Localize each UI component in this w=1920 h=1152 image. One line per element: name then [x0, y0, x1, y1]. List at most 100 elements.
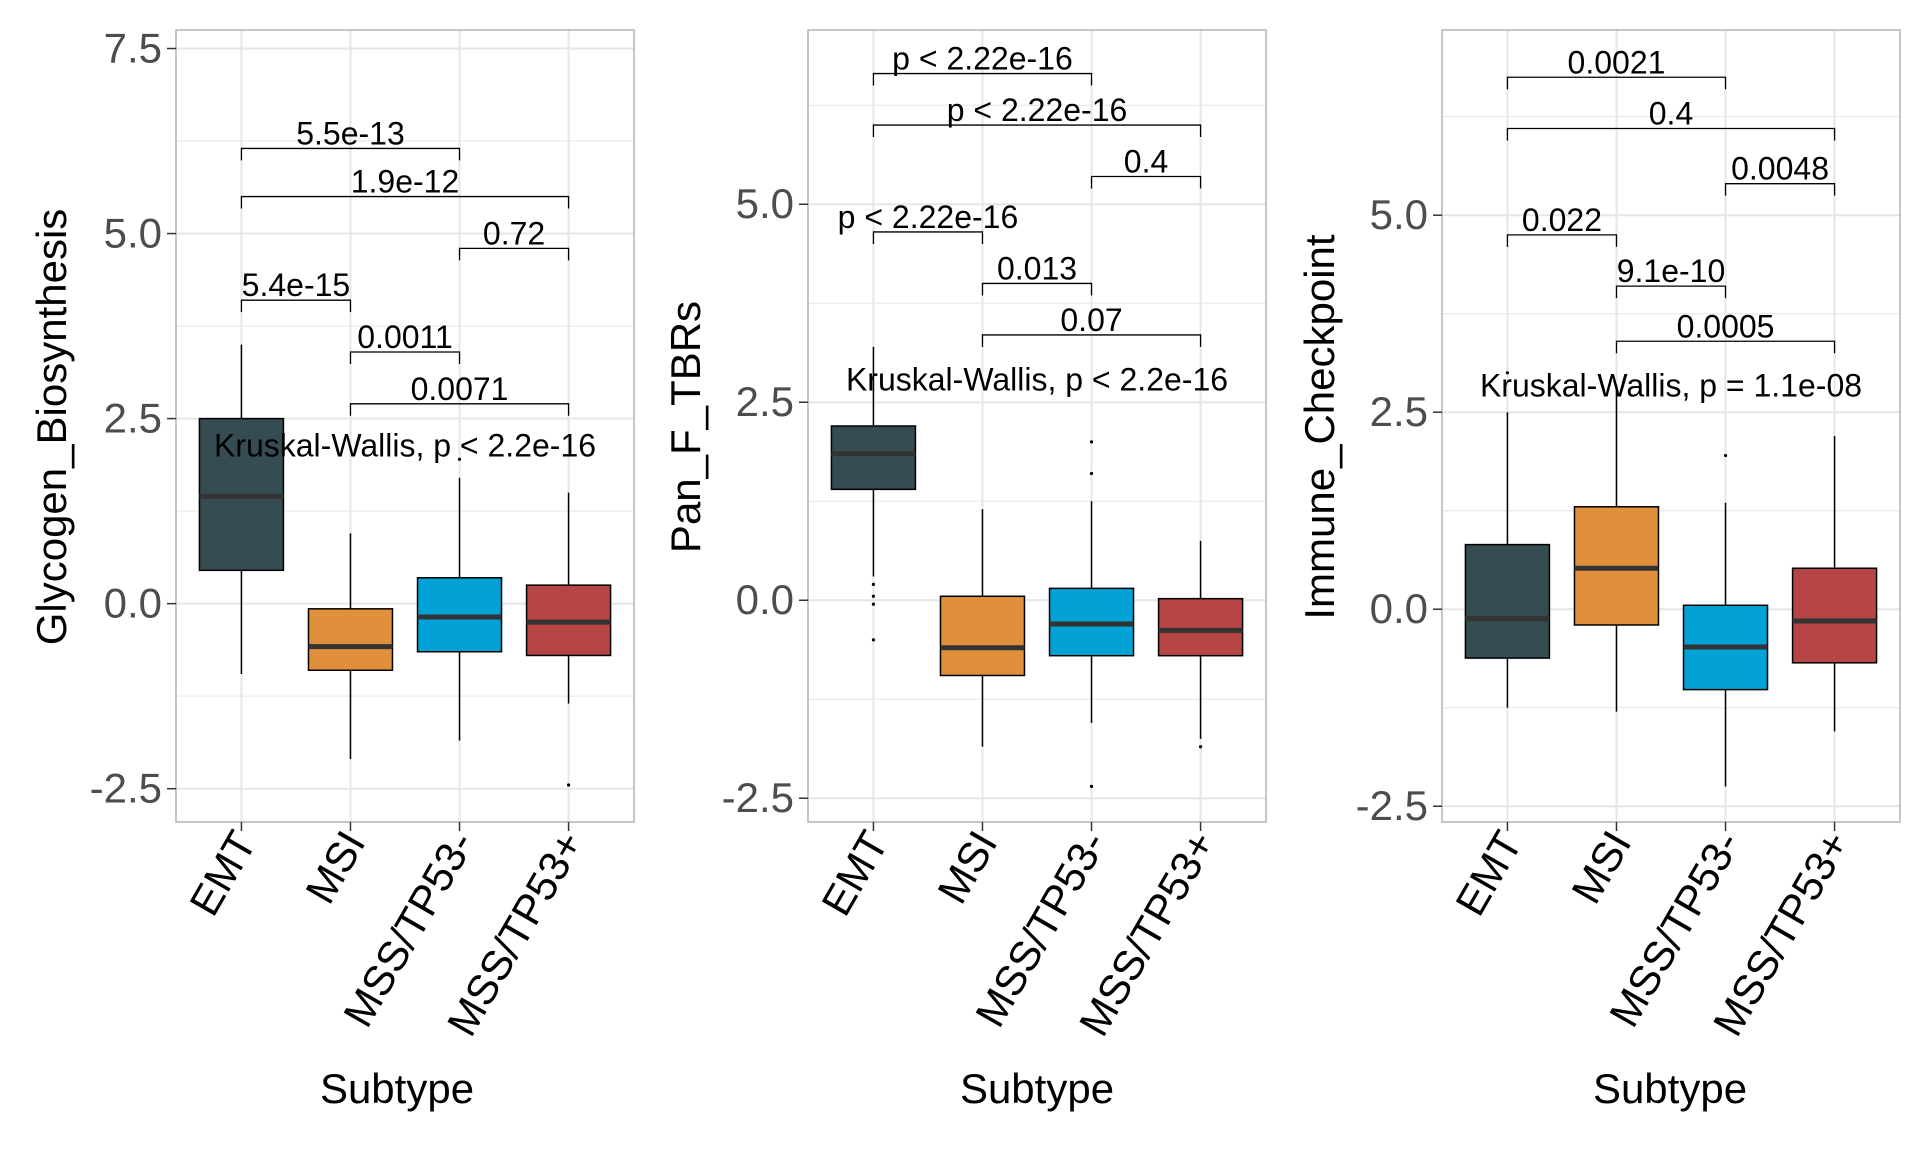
comparison-bracket: 9.1e-10 — [1615, 253, 1727, 299]
comparison-bracket: 0.0005 — [1615, 308, 1836, 354]
box-MSS/TP53+ — [1791, 435, 1878, 732]
y-tick-label: 0.0 — [736, 576, 794, 623]
bracket-line — [981, 282, 1093, 296]
box-MSS/TP53- — [416, 457, 503, 741]
box-MSI — [1573, 384, 1660, 712]
p-value-label: 0.0005 — [1677, 308, 1775, 344]
p-value-label: 0.0048 — [1731, 151, 1829, 187]
outlier-point — [871, 638, 876, 642]
bracket-line — [1615, 340, 1836, 354]
y-tick-label: 0.0 — [104, 580, 162, 627]
comparison-bracket: 0.4 — [1506, 96, 1836, 141]
bracket-line — [872, 72, 1093, 86]
comparison-bracket: 0.07 — [981, 302, 1202, 347]
x-axis-title: Subtype — [960, 1065, 1114, 1112]
p-value-label: 0.022 — [1522, 202, 1602, 238]
bracket-line — [1615, 285, 1727, 299]
outlier-point — [871, 594, 876, 598]
y-tick-label: 0.0 — [1370, 585, 1428, 632]
bracket-line — [1506, 76, 1727, 90]
outlier-point — [871, 582, 876, 587]
y-tick-label: -2.5 — [1356, 782, 1428, 829]
panels: 5.5e-13 1.9e-12 0.72 5.4e-150.0011 0.0071 Kru… — [28, 25, 1901, 1112]
panel-border — [175, 29, 635, 823]
outlier-point — [871, 602, 876, 606]
box-MSS/TP53- — [1682, 453, 1769, 787]
comparison-bracket: 5.5e-13 — [240, 115, 461, 161]
p-value-label: p < 2.22e-16 — [892, 41, 1073, 77]
box-body — [830, 425, 917, 491]
comparison-bracket: 0.0071 — [349, 371, 570, 416]
comparison-bracket: 0.013 — [981, 250, 1093, 296]
bracket-line — [981, 334, 1202, 347]
bracket-line — [349, 351, 461, 364]
panel-border — [1441, 29, 1901, 823]
p-value-label: p < 2.22e-16 — [838, 199, 1019, 235]
chart-panel-2: p < 2.22e-16 p < 2.22e-16 0.4 p < 2.22e-16 0… — [662, 29, 1267, 1112]
comparison-brackets: 0.0021 0.4 0.0048 0.022 9.1e-10 0.0005 — [1506, 44, 1836, 354]
box-body — [1157, 597, 1244, 657]
comparison-bracket: 0.4 — [1090, 144, 1202, 189]
comparison-brackets: 5.5e-13 1.9e-12 0.72 5.4e-150.0011 0.0071 — [240, 115, 570, 416]
p-value-label: 0.0071 — [411, 371, 509, 407]
p-value-label: 0.4 — [1649, 96, 1693, 132]
p-value-label: 0.013 — [997, 250, 1077, 286]
bracket-line — [240, 195, 570, 209]
bracket-line — [872, 231, 984, 244]
y-axis-title: Glycogen_Biosynthesis — [28, 209, 75, 646]
y-tick-label: 2.5 — [104, 395, 162, 442]
p-value-label: 5.5e-13 — [296, 115, 405, 151]
comparison-bracket: 1.9e-12 — [240, 164, 570, 209]
box-body — [1464, 543, 1551, 659]
y-axis-title: Pan_F_TBRs — [662, 301, 709, 553]
y-axis-title: Immune_Checkpoint — [1296, 234, 1343, 620]
outlier-point — [566, 783, 571, 787]
kruskal-wallis-label: Kruskal-Wallis, p = 1.1e-08 — [1480, 368, 1862, 404]
comparison-bracket: p < 2.22e-16 — [838, 199, 1019, 244]
comparison-brackets: p < 2.22e-16 p < 2.22e-16 0.4 p < 2.22e-16 0… — [838, 41, 1202, 347]
y-tick-label: 5.0 — [1370, 191, 1428, 238]
comparison-bracket: 0.0011 — [349, 319, 461, 364]
outlier-point — [1089, 471, 1094, 476]
bracket-line — [240, 299, 352, 313]
bracket-line — [349, 403, 570, 416]
bracket-line — [240, 147, 461, 161]
y-tick-label: -2.5 — [90, 765, 162, 812]
p-value-label: p < 2.22e-16 — [947, 92, 1128, 128]
p-value-label: 9.1e-10 — [1617, 253, 1726, 289]
box-body — [1791, 567, 1878, 664]
comparison-bracket: 5.4e-15 — [240, 267, 352, 313]
comparison-bracket: 0.72 — [458, 215, 570, 261]
outlier-point — [1089, 784, 1094, 788]
comparison-bracket: p < 2.22e-16 — [872, 41, 1093, 86]
box-EMT — [830, 346, 917, 642]
box-MSS/TP53+ — [1157, 540, 1244, 749]
p-value-label: 0.4 — [1124, 144, 1168, 180]
box-body — [307, 608, 394, 672]
y-tick-label: -2.5 — [722, 774, 794, 821]
y-axis: -2.5 0.0 2.5 5.0 — [722, 180, 808, 821]
y-tick-label: 5.0 — [104, 210, 162, 257]
p-value-label: 0.0011 — [357, 319, 453, 355]
comparison-bracket: 0.0021 — [1506, 44, 1727, 90]
comparison-bracket: 0.022 — [1506, 202, 1618, 247]
y-tick-label: 2.5 — [736, 378, 794, 425]
y-tick-label: 5.0 — [736, 180, 794, 227]
box-EMT — [1464, 371, 1551, 708]
comparison-bracket: 0.0048 — [1724, 151, 1836, 196]
outlier-point — [457, 457, 462, 461]
bracket-line — [1724, 183, 1836, 196]
comparison-bracket: p < 2.22e-16 — [872, 92, 1202, 138]
box-MSI — [307, 533, 394, 760]
box-MSS/TP53+ — [525, 492, 612, 787]
p-value-label: 5.4e-15 — [242, 267, 351, 303]
kruskal-wallis-label: Kruskal-Wallis, p < 2.2e-16 — [846, 361, 1228, 397]
outlier-point — [1198, 745, 1203, 749]
outlier-point — [1089, 440, 1094, 444]
bracket-line — [1506, 127, 1836, 141]
y-axis: -2.5 0.0 2.5 5.0 — [1356, 191, 1442, 829]
box-MSS/TP53- — [1048, 440, 1135, 788]
bracket-line — [1090, 175, 1202, 189]
bracket-line — [458, 247, 570, 261]
